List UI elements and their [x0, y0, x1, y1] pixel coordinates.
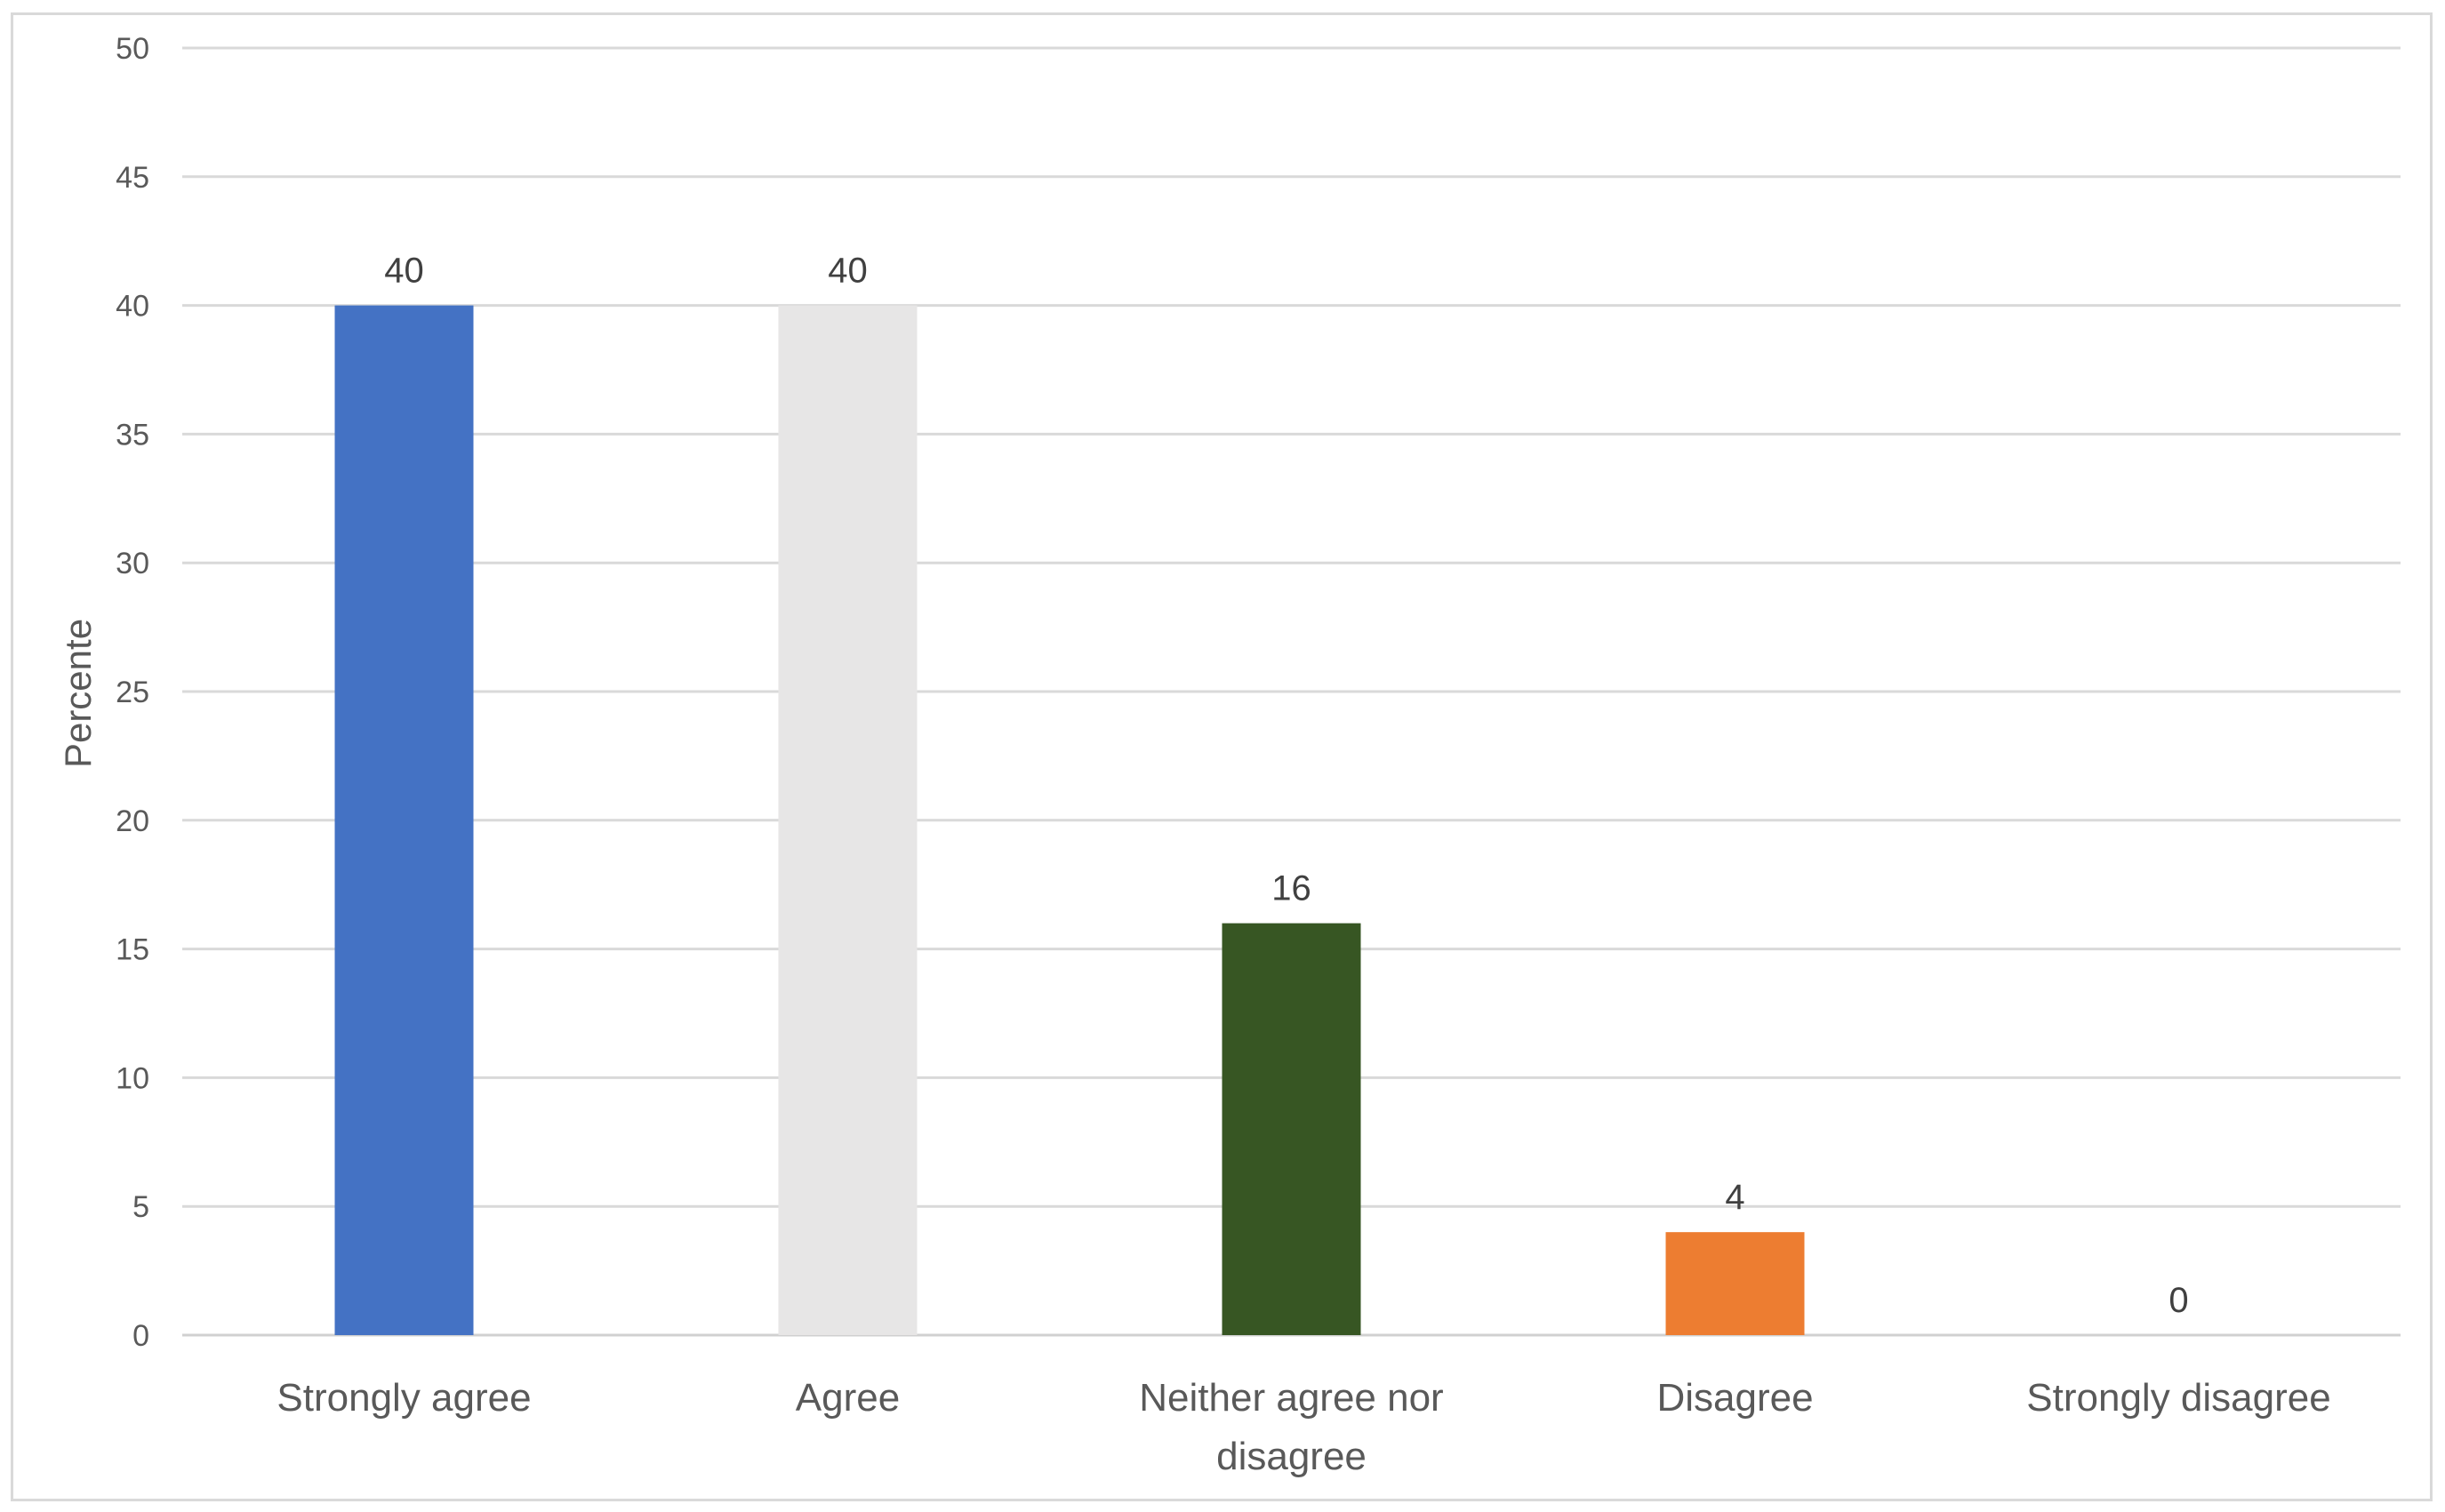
x-category-label: disagree [1216, 1435, 1367, 1478]
bar [1222, 923, 1361, 1335]
data-label: 16 [1271, 869, 1311, 908]
x-category-label: Neither agree nor [1139, 1376, 1443, 1420]
y-tick-label: 40 [116, 290, 149, 324]
x-category-label: Strongly agree [277, 1376, 531, 1420]
y-tick-label: 15 [116, 933, 149, 967]
y-tick-label: 30 [116, 547, 149, 580]
data-label: 0 [2168, 1281, 2188, 1320]
y-tick-label: 20 [116, 804, 149, 838]
bars [334, 305, 1805, 1336]
y-tick-label: 5 [132, 1190, 149, 1224]
data-label: 40 [384, 252, 424, 291]
x-category-label: Agree [796, 1376, 900, 1420]
x-category-label: Disagree [1656, 1376, 1813, 1420]
y-tick-label: 10 [116, 1061, 149, 1095]
data-label: 40 [828, 252, 868, 291]
y-tick-label: 35 [116, 418, 149, 452]
y-tick-label: 50 [116, 32, 149, 66]
bar [1665, 1232, 1805, 1335]
y-tick-label: 25 [116, 676, 149, 709]
y-axis-ticks: 0 5 10 15 20 25 30 35 40 45 50 [116, 32, 149, 1353]
y-tick-label: 45 [116, 161, 149, 195]
bar [334, 305, 474, 1336]
y-axis-title: Percente [57, 619, 99, 768]
gridlines [182, 46, 2401, 1337]
x-axis-categories: Strongly agree Agree Neither agree nor disa… [277, 1376, 2330, 1478]
bar [778, 305, 918, 1336]
x-category-label: Strongly disagree [2026, 1376, 2330, 1420]
y-tick-label: 0 [132, 1319, 149, 1353]
data-label: 4 [1725, 1178, 1744, 1217]
